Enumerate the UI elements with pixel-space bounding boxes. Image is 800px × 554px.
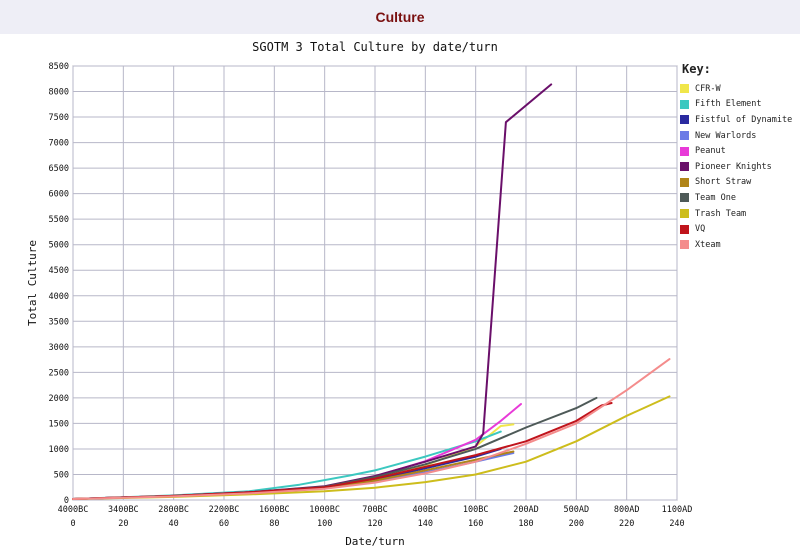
page-header: Culture [0, 0, 800, 34]
x-tick-date-label: 3400BC [108, 505, 139, 515]
legend-label: Xteam [695, 239, 721, 250]
series-lines [72, 83, 671, 500]
legend-item: Short Straw [680, 175, 798, 191]
legend-swatch [680, 177, 689, 187]
x-tick-date-label: 200AD [513, 505, 539, 515]
legend-swatch [680, 99, 689, 109]
legend-label: Trash Team [695, 208, 747, 219]
x-tick-date-label: 400BC [413, 505, 439, 515]
legend-title: Key: [682, 62, 711, 76]
y-tick-label: 2000 [49, 394, 69, 404]
legend-swatch [680, 146, 689, 156]
legend-swatch [680, 240, 689, 250]
page-title: Culture [375, 9, 425, 25]
x-tick-turn-label: 240 [669, 519, 684, 529]
y-tick-label: 5000 [49, 241, 69, 251]
legend-label: Fifth Element [695, 99, 762, 110]
line-chart: 0500100015002000250030003500400045005000… [26, 40, 693, 548]
legend-label: Short Straw [695, 177, 752, 188]
legend: Key: CFR-W Fifth Element Fistful of Dynami… [680, 62, 798, 253]
legend-label: CFR-W [695, 83, 721, 94]
legend-items: CFR-W Fifth Element Fistful of Dynamite New… [680, 81, 798, 253]
x-tick-turn-label: 0 [70, 519, 75, 529]
y-tick-label: 3000 [49, 343, 69, 353]
x-tick-turn-label: 220 [619, 519, 634, 529]
chart-title: SGOTM 3 Total Culture by date/turn [252, 40, 498, 54]
y-tick-label: 1000 [49, 445, 69, 455]
x-tick-turn-label: 140 [418, 519, 433, 529]
y-tick-label: 6500 [49, 164, 69, 174]
legend-swatch [680, 84, 689, 94]
y-tick-label: 6000 [49, 190, 69, 200]
legend-swatch [680, 224, 689, 234]
legend-label: Fistful of Dynamite [695, 114, 793, 125]
legend-label: New Warlords [695, 130, 757, 141]
y-tick-label: 7500 [49, 113, 69, 123]
x-tick-date-label: 700BC [362, 505, 388, 515]
x-tick-turn-label: 200 [569, 519, 584, 529]
legend-item: Pioneer Knights [680, 159, 798, 175]
legend-item: Xteam [680, 237, 798, 253]
x-tick-date-label: 1600BC [259, 505, 290, 515]
legend-item: Trash Team [680, 206, 798, 222]
legend-label: VQ [695, 224, 706, 235]
legend-item: CFR-W [680, 81, 798, 97]
x-tick-date-label: 100BC [463, 505, 489, 515]
x-tick-date-label: 4000BC [58, 505, 89, 515]
legend-item: Team One [680, 190, 798, 206]
legend-item: Fistful of Dynamite [680, 112, 798, 128]
legend-item: Peanut [680, 143, 798, 159]
x-axis-label: Date/turn [345, 535, 405, 548]
x-tick-date-label: 2200BC [209, 505, 240, 515]
y-tick-label: 1500 [49, 419, 69, 429]
series-line-xteam [72, 358, 671, 500]
x-tick-date-label: 2800BC [158, 505, 189, 515]
legend-label: Team One [695, 192, 736, 203]
x-tick-date-label: 1100AD [662, 505, 693, 515]
x-tick-turn-label: 60 [219, 519, 229, 529]
x-tick-date-label: 1000BC [309, 505, 340, 515]
chart-container: 0 500 1000 1500 2000 2500 3000 3500 4000 4500 5000… [0, 34, 800, 554]
legend-label: Pioneer Knights [695, 161, 772, 172]
y-tick-label: 5500 [49, 215, 69, 225]
y-tick-label: 500 [54, 470, 69, 480]
legend-item: Fifth Element [680, 97, 798, 113]
x-tick-date-label: 800AD [614, 505, 640, 515]
y-tick-label: 2500 [49, 368, 69, 378]
x-tick-turn-label: 40 [169, 519, 179, 529]
legend-swatch [680, 162, 689, 172]
y-tick-label: 3500 [49, 317, 69, 327]
y-tick-label: 0 [64, 496, 69, 506]
y-axis-label: Total Culture [26, 240, 39, 326]
x-tick-turn-label: 20 [118, 519, 128, 529]
x-tick-turn-label: 180 [518, 519, 533, 529]
legend-swatch [680, 193, 689, 203]
y-axis-ticks: 0 500 1000 1500 2000 2500 3000 3500 4000 4500 5000… [49, 62, 69, 506]
legend-swatch [680, 131, 689, 141]
y-tick-label: 7000 [49, 139, 69, 149]
x-tick-turn-label: 160 [468, 519, 483, 529]
y-tick-label: 8000 [49, 88, 69, 98]
x-tick-turn-label: 80 [269, 519, 279, 529]
x-axis-ticks: 4000BC 0 3400BC 20 2800BC 40 2200BC 60 1600BC 80 1… [58, 505, 693, 529]
legend-label: Peanut [695, 146, 726, 157]
y-tick-label: 8500 [49, 62, 69, 72]
legend-swatch [680, 115, 689, 125]
legend-item: VQ [680, 221, 798, 237]
x-tick-date-label: 500AD [564, 505, 590, 515]
y-tick-label: 4000 [49, 292, 69, 302]
y-tick-label: 4500 [49, 266, 69, 276]
x-tick-turn-label: 100 [317, 519, 332, 529]
x-tick-turn-label: 120 [367, 519, 382, 529]
legend-swatch [680, 209, 689, 219]
grid-lines [72, 65, 678, 501]
legend-item: New Warlords [680, 128, 798, 144]
